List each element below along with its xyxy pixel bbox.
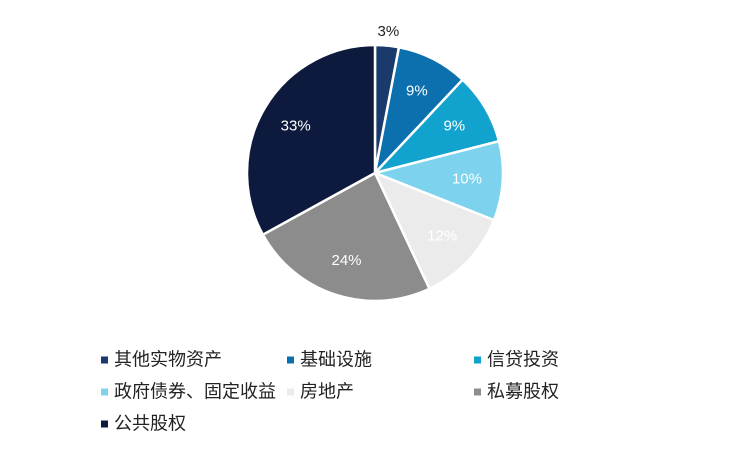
legend-item-3: 政府债券、固定收益 (101, 382, 276, 403)
legend-swatch-5 (474, 388, 481, 396)
pie-slices (245, 43, 505, 303)
legend-swatch-2 (474, 356, 481, 364)
pie-slice-4 (373, 171, 496, 291)
legend-swatch-3 (101, 388, 108, 396)
pie-label-6: 33% (281, 118, 311, 135)
legend-label-1: 基础设施 (300, 350, 372, 371)
pie-label-3: 10% (452, 170, 482, 187)
pie-label-2: 9% (443, 118, 465, 135)
legend-label-2: 信贷投资 (487, 350, 559, 371)
pie-label-5: 24% (332, 252, 362, 269)
legend-swatch-6 (101, 420, 108, 428)
legend-label-4: 房地产 (300, 382, 354, 403)
legend-item-6: 公共股权 (101, 414, 186, 435)
legend-label-5: 私募股权 (487, 382, 559, 403)
legend-item-0: 其他实物资产 (101, 350, 222, 371)
legend-item-4: 房地产 (287, 382, 354, 403)
legend-item-2: 信贷投资 (474, 350, 559, 371)
pie-slice-5 (261, 171, 431, 303)
legend-item-1: 基础设施 (287, 350, 372, 371)
legend-label-0: 其他实物资产 (114, 350, 222, 371)
legend-swatch-1 (287, 356, 294, 364)
pie-label-0: 3% (378, 23, 400, 40)
pie-slice-6 (245, 43, 377, 236)
pie-label-1: 9% (406, 82, 428, 99)
pie-label-4: 12% (427, 228, 457, 245)
legend-label-3: 政府债券、固定收益 (114, 382, 276, 403)
pie-slice-3 (373, 139, 505, 222)
pie-labels: 3% 9% 9% 10% 12% 24% 33% (281, 23, 482, 269)
legend-item-5: 私募股权 (474, 382, 559, 403)
legend-label-6: 公共股权 (114, 414, 186, 435)
legend-swatch-4 (287, 388, 294, 396)
legend-swatch-0 (101, 356, 108, 364)
